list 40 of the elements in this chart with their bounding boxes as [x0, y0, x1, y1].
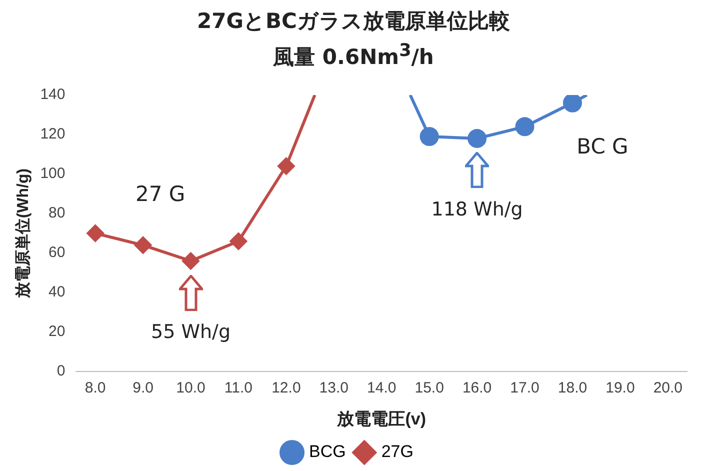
- legend-label: BCG: [309, 442, 346, 462]
- annotation: BC G: [576, 134, 628, 158]
- x-tick-label: 11.0: [224, 380, 253, 397]
- point: [182, 252, 200, 270]
- legend-label: 27G: [381, 442, 414, 462]
- y-tick-label: 120: [40, 126, 66, 143]
- y-tick-label: 140: [40, 86, 66, 104]
- chart-subtitle: 風量 0.6Nm$^{3}$/h: [272, 40, 435, 71]
- point: [515, 117, 534, 136]
- chart-title: 27GとBCガラス放電原単位比較: [196, 8, 511, 35]
- y-tick-label: 0: [56, 362, 66, 380]
- x-tick-label: 13.0: [319, 380, 348, 397]
- y-axis-title: 放電原単位(Wh/g): [14, 168, 32, 300]
- point: [230, 232, 247, 250]
- x-tick-label: 16.0: [462, 380, 492, 397]
- point: [278, 158, 295, 175]
- x-tick-label: 10.0: [176, 380, 206, 397]
- point: [134, 236, 152, 254]
- point: [562, 95, 582, 112]
- x-tick-label: 20.0: [653, 380, 683, 397]
- y-tick-label: 20: [48, 323, 66, 340]
- x-tick-label: 17.0: [510, 380, 540, 397]
- y-tick-label: 100: [40, 165, 66, 182]
- annotation: 118 Wh/g: [431, 198, 523, 220]
- x-tick-label: 18.0: [558, 380, 588, 397]
- annotation: 27 G: [135, 182, 186, 206]
- x-axis-title: 放電電圧(v): [336, 409, 426, 428]
- x-tick-label: 12.0: [272, 380, 301, 397]
- y-tick-label: 60: [48, 244, 66, 262]
- annotation: 55 Wh/g: [150, 320, 231, 343]
- y-tick-label: 40: [48, 284, 66, 301]
- point: [468, 128, 487, 148]
- point: [86, 224, 104, 242]
- point: [420, 126, 439, 146]
- x-tick-label: 9.0: [132, 380, 154, 397]
- x-tick-label: 15.0: [414, 380, 444, 397]
- x-tick-label: 14.0: [367, 380, 396, 397]
- y-tick-label: 80: [48, 204, 66, 222]
- x-tick-label: 19.0: [606, 380, 635, 397]
- x-tick-label: 8.0: [84, 380, 106, 397]
